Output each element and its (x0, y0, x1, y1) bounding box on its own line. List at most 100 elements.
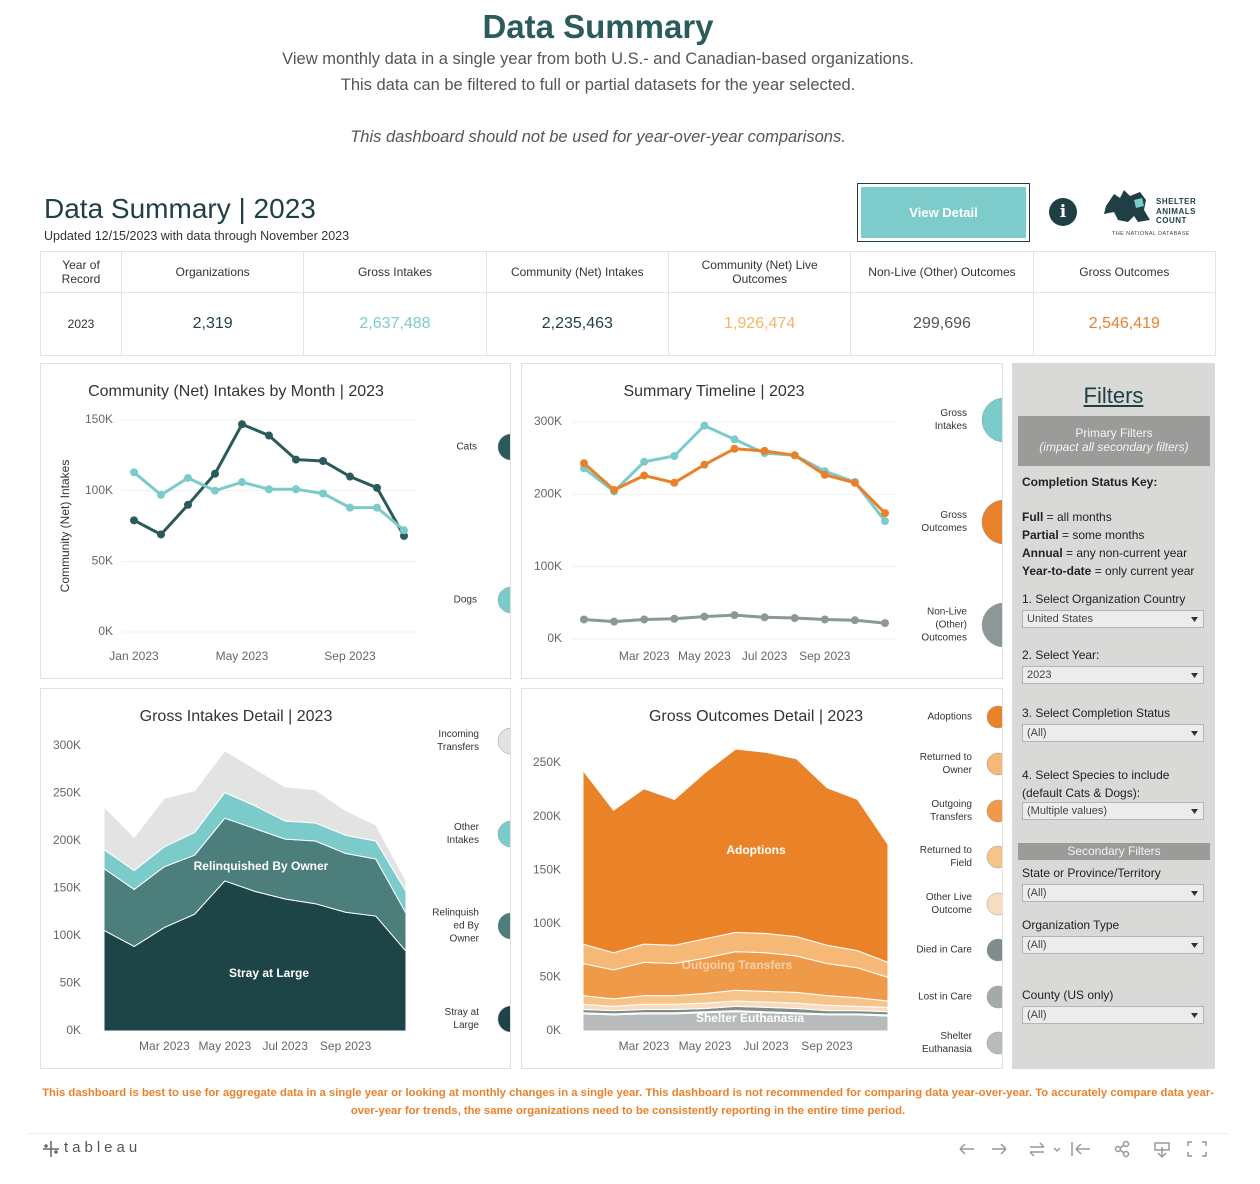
point (670, 451, 679, 460)
point (211, 486, 219, 495)
y-tick-label: 150K (85, 412, 113, 426)
point (790, 614, 799, 623)
x-tick-label: May 2023 (198, 1039, 251, 1053)
y-tick-label: 250K (53, 786, 81, 800)
filter-label: State or Province/Territory (1022, 866, 1161, 880)
y-tick-label: 300K (534, 414, 562, 428)
tableau-brand[interactable]: tableau (64, 1139, 142, 1156)
dropdown-arrow (1191, 943, 1198, 948)
point (850, 478, 859, 487)
point (760, 613, 769, 622)
key-desc: = any non-current year (1062, 546, 1188, 560)
dropdown[interactable]: (All) (1022, 1006, 1204, 1024)
logo-accent (1134, 198, 1144, 208)
dropdown[interactable]: United States (1022, 610, 1204, 628)
y-tick-label: 250K (533, 755, 561, 769)
dropdown[interactable]: 2023 (1022, 666, 1204, 684)
tableau-mark (43, 1141, 59, 1157)
chart-title: Gross Outcomes Detail | 2023 (649, 708, 863, 725)
point (184, 500, 192, 509)
point (640, 471, 649, 480)
page-title: Data Summary (482, 8, 714, 45)
point (373, 503, 381, 512)
header-cell: Gross Outcomes (1032, 251, 1217, 293)
point (820, 615, 829, 624)
legend-swatch (497, 820, 510, 848)
y-tick-label: 100K (53, 928, 81, 942)
view-detail-button[interactable]: View Detail (857, 183, 1030, 242)
legend-swatch (986, 985, 1002, 1009)
point (184, 473, 192, 482)
dropdown[interactable]: (All) (1022, 936, 1204, 954)
subtitle-line: This data can be filtered to full or par… (340, 76, 856, 94)
point (292, 485, 300, 494)
key-term: Year-to-date (1022, 564, 1092, 578)
header-cell: Community (Net) Live Outcomes (667, 251, 852, 293)
legend-label: Other Live Outcome (925, 892, 972, 916)
header-cell: Gross Intakes (303, 251, 487, 293)
page-note: This dashboard should not be used for ye… (350, 128, 846, 146)
y-tick-label: 100K (533, 916, 561, 930)
point (730, 444, 739, 453)
point (400, 526, 408, 535)
point (850, 616, 859, 625)
toolbar-icons[interactable] (948, 1138, 1218, 1160)
dropdown-value: (Multiple values) (1027, 805, 1108, 817)
y-tick-label: 0K (546, 1023, 561, 1037)
x-tick-label: May 2023 (216, 649, 269, 663)
logo-line: COUNT (1156, 216, 1187, 225)
dropdown-arrow (1191, 617, 1198, 622)
logo-shape (1104, 190, 1150, 222)
legend-label: Lost in Care (918, 991, 972, 1003)
legend-swatch (986, 799, 1002, 823)
y-tick-label: 50K (540, 970, 561, 984)
area (582, 748, 889, 964)
key-term: Annual (1022, 546, 1063, 560)
point (580, 459, 588, 468)
x-tick-label: Jul 2023 (743, 1039, 789, 1053)
dropdown-arrow (1191, 731, 1198, 736)
chart-canvas: Community (Net) Intakes by Month | 2023 0… (58, 383, 510, 663)
header-cell: Community (Net) Intakes (485, 251, 669, 293)
point (700, 460, 709, 469)
value-cell: 2,637,488 (303, 292, 487, 356)
legend-label: Gross Intakes (934, 408, 967, 432)
dropdown-value: (All) (1027, 727, 1047, 739)
area-label: Shelter Euthanasia (696, 1011, 804, 1025)
x-tick-label: Sep 2023 (320, 1039, 372, 1053)
value-cell: 1,926,474 (667, 292, 852, 356)
point (238, 478, 246, 487)
key-desc: = some months (1058, 528, 1145, 542)
value-cell: 2,319 (120, 292, 305, 356)
filter-label: Organization Type (1022, 918, 1120, 932)
chart-canvas: Gross Intakes Detail | 2023 0K 50K 100K 150K… (53, 708, 510, 1053)
key-term: Full (1022, 510, 1044, 524)
point (640, 457, 649, 466)
filters-panel: Filters Primary Filters (impact all seco… (1012, 363, 1215, 1069)
dropdown[interactable]: (All) (1022, 884, 1204, 902)
filter-label: 2. Select Year: (1022, 648, 1100, 662)
key-line: Year-to-date = only current year (1022, 564, 1194, 578)
filters-title: Filters (1083, 383, 1144, 408)
chart-title: Community (Net) Intakes by Month | 2023 (88, 383, 384, 400)
legend-label: Returned to Owner (919, 752, 972, 776)
dropdown-value: (All) (1027, 887, 1047, 899)
logo-line: ANIMALS (1156, 206, 1196, 216)
point (373, 483, 381, 492)
point (881, 517, 889, 526)
point (157, 490, 165, 499)
legend-swatch (981, 602, 1002, 648)
logo-tagline: THE NATIONAL DATABASE (1112, 231, 1190, 237)
dropdown[interactable]: (All) (1022, 724, 1204, 742)
value-cell: 2023 (40, 292, 122, 356)
y-tick-label: 200K (533, 809, 561, 823)
y-tick-label: 200K (53, 833, 81, 847)
y-tick-label: 300K (53, 738, 81, 752)
x-tick-label: Jan 2023 (109, 649, 159, 663)
y-axis-title: Community (Net) Intakes (58, 460, 72, 593)
info-icon[interactable]: i (1049, 198, 1077, 226)
key-line: Partial = some months (1022, 528, 1144, 542)
y-tick-label: 150K (533, 862, 561, 876)
legend-swatch (497, 727, 510, 755)
dropdown[interactable]: (Multiple values) (1022, 802, 1204, 820)
